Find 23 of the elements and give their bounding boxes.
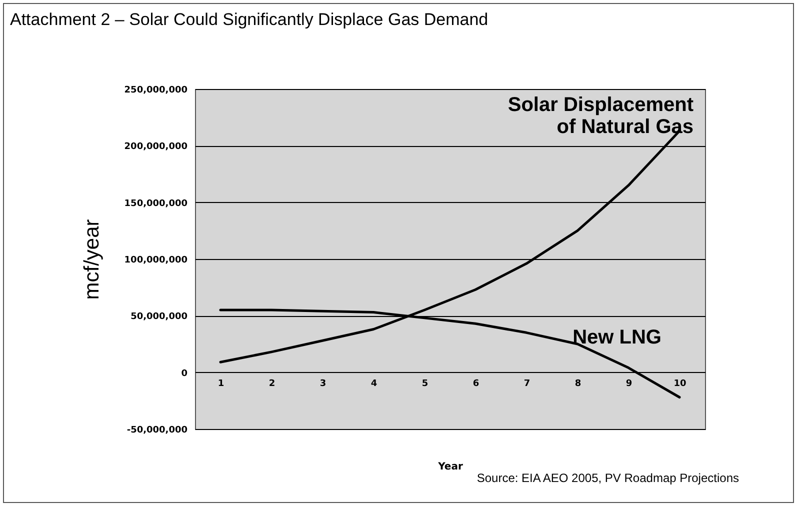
y-tick-label: 200,000,000: [124, 142, 188, 152]
x-tick-label: 5: [422, 378, 428, 389]
y-tick-label: 0: [181, 368, 188, 379]
x-tick-label: 4: [370, 378, 378, 389]
y-tick-label: 150,000,000: [124, 198, 188, 209]
x-tick-label: 2: [268, 378, 276, 389]
y-tick-label: 50,000,000: [130, 312, 188, 322]
y-axis-title: mcf/year: [80, 219, 104, 300]
x-tick-label: 8: [574, 378, 582, 389]
x-axis-title: Year: [437, 462, 463, 472]
series-label: Solar Displacement of Natural Gas: [508, 94, 694, 138]
chart-title: Attachment 2 – Solar Could Significantly Displace Gas Demand: [10, 10, 488, 30]
x-tick-label: 3: [320, 378, 326, 389]
x-tick-label: 10: [674, 378, 686, 389]
source-note: Source: EIA AEO 2005, PV Roadmap Projections: [476, 471, 739, 485]
y-tick-label: -50,000,000: [126, 426, 188, 436]
x-tick-label: 1: [218, 378, 224, 389]
y-tick-label: 100,000,000: [124, 256, 188, 266]
x-tick-label: 9: [626, 378, 632, 389]
series-label: New LNG: [572, 326, 662, 348]
x-tick-label: 7: [524, 378, 530, 389]
x-tick-label: 6: [472, 378, 480, 389]
y-tick-label: 250,000,000: [124, 86, 188, 96]
